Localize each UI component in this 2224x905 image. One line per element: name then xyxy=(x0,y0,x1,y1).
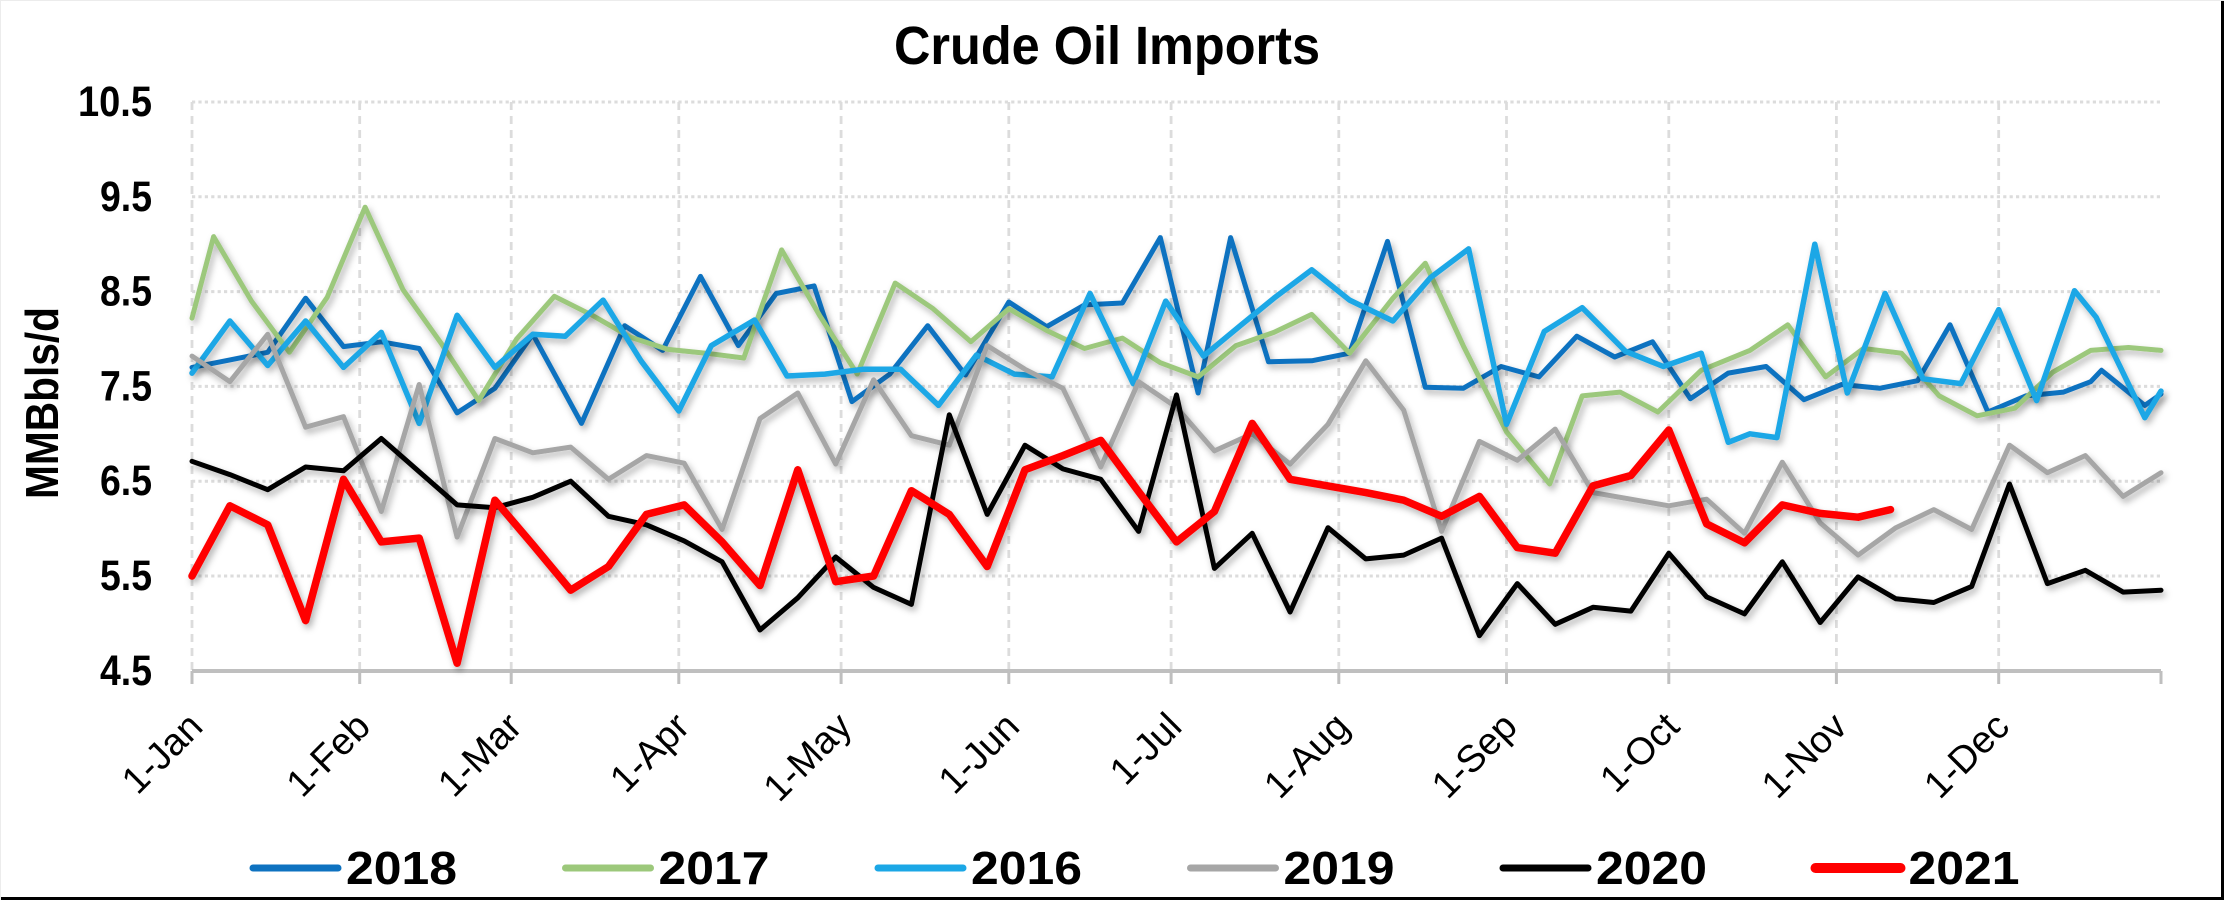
svg-text:10.5: 10.5 xyxy=(78,78,152,126)
svg-text:2016: 2016 xyxy=(971,842,1082,894)
svg-text:2018: 2018 xyxy=(346,842,457,894)
svg-text:9.5: 9.5 xyxy=(100,173,152,221)
svg-text:2020: 2020 xyxy=(1596,842,1707,894)
svg-text:7.5: 7.5 xyxy=(100,362,152,410)
svg-text:2017: 2017 xyxy=(659,842,770,894)
svg-text:4.5: 4.5 xyxy=(100,647,152,695)
svg-text:MMBbls/d: MMBbls/d xyxy=(16,307,68,499)
svg-text:6.5: 6.5 xyxy=(100,457,152,505)
svg-text:Crude Oil Imports: Crude Oil Imports xyxy=(894,16,1320,76)
svg-text:2021: 2021 xyxy=(1909,842,2020,894)
svg-text:8.5: 8.5 xyxy=(100,268,152,316)
svg-text:5.5: 5.5 xyxy=(100,552,152,600)
svg-text:2019: 2019 xyxy=(1284,842,1395,894)
